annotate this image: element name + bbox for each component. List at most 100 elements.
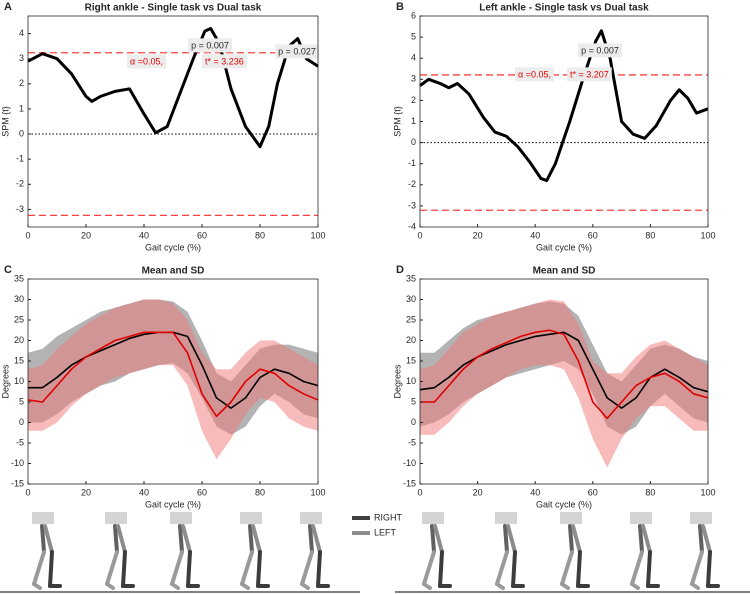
x-axis-label: Gait cycle (%): [536, 499, 592, 509]
y-tick-label: -2: [16, 179, 24, 189]
y-tick-label: 15: [14, 355, 24, 365]
y-tick-label: 0: [411, 417, 416, 427]
x-axis-label: Gait cycle (%): [145, 499, 201, 509]
y-tick-label: -1: [16, 154, 24, 164]
y-tick-label: 15: [406, 355, 416, 365]
x-tick-label: 20: [81, 230, 91, 240]
annotation: α =0.05,: [518, 69, 551, 79]
sd-band: [420, 299, 708, 468]
x-tick-label: 0: [25, 487, 30, 497]
y-tick-label: 0: [411, 137, 416, 147]
x-tick-label: 80: [645, 230, 655, 240]
y-tick-label: -15: [403, 478, 416, 488]
y-tick-label: 20: [406, 335, 416, 345]
x-tick-label: 40: [530, 487, 540, 497]
y-tick-label: 2: [411, 95, 416, 105]
y-tick-label: 35: [14, 273, 24, 283]
y-tick-label: 3: [19, 53, 24, 63]
y-tick-label: -15: [11, 478, 24, 488]
x-tick-label: 100: [310, 487, 325, 497]
y-tick-label: 25: [406, 314, 416, 324]
annotation-box: [578, 43, 622, 58]
annotation: p = 0.007: [191, 40, 229, 50]
axes-frame: [27, 15, 319, 228]
y-tick-label: -10: [403, 458, 416, 468]
annotation: α =0.05,: [130, 56, 163, 66]
annotation-box: [275, 44, 319, 59]
y-axis-label: Degrees: [392, 364, 402, 399]
mean-line: [420, 329, 709, 420]
x-tick-label: 100: [310, 230, 325, 240]
axes-frame: [419, 15, 709, 228]
y-tick-label: 0: [19, 128, 24, 138]
y-tick-label: 10: [406, 376, 416, 386]
y-axis-label: SPM {t}: [392, 106, 402, 137]
x-tick-label: 20: [473, 487, 483, 497]
y-tick-label: 30: [14, 294, 24, 304]
panel-letter: B: [396, 1, 404, 13]
gait-illustration: RIGHT LEFT: [0, 510, 750, 593]
y-axis-label: SPM {t}: [0, 106, 10, 137]
x-tick-label: 40: [139, 487, 149, 497]
spm-curve: [419, 29, 709, 183]
y-tick-label: -5: [16, 437, 24, 447]
mean-line: [27, 331, 319, 418]
annotation: p = 0.007: [581, 45, 619, 55]
chart-title: Left ankle - Single task vs Dual task: [479, 3, 649, 14]
annotation-box: [567, 67, 612, 82]
panel-letter: C: [4, 264, 12, 276]
plot-area: [27, 279, 319, 484]
y-tick-label: -1: [408, 158, 416, 168]
y-tick-label: -3: [16, 204, 24, 214]
annotation-box: [202, 54, 247, 69]
annotation: t* = 3.207: [570, 69, 609, 79]
axes-frame: [419, 278, 709, 485]
x-tick-label: 20: [81, 487, 91, 497]
y-tick-label: -4: [408, 221, 416, 231]
annotation: p = 0.027: [278, 46, 316, 56]
y-tick-label: 0: [19, 417, 24, 427]
plot-frame: [420, 16, 708, 227]
annotation: t* = 3.236: [205, 56, 244, 66]
y-tick-label: 35: [406, 273, 416, 283]
chart-title: Mean and SD: [142, 266, 205, 277]
x-tick-label: 80: [645, 487, 655, 497]
x-tick-label: 100: [700, 487, 715, 497]
legend-label: RIGHT: [374, 512, 403, 522]
mean-line: [419, 331, 709, 409]
x-tick-label: 20: [473, 230, 483, 240]
panel: A Right ankle - Single task vs Dual task G…: [0, 1, 325, 252]
y-tick-label: 10: [14, 376, 24, 386]
annotation-box: [515, 67, 554, 82]
y-tick-label: 4: [19, 28, 24, 38]
x-tick-label: 60: [588, 487, 598, 497]
y-tick-label: 1: [411, 116, 416, 126]
y-tick-label: 1: [19, 103, 24, 113]
plot-area: [27, 16, 319, 227]
annotation-box: [127, 54, 166, 69]
y-tick-label: 20: [14, 335, 24, 345]
x-tick-label: 40: [530, 230, 540, 240]
x-axis-label: Gait cycle (%): [145, 242, 201, 252]
x-tick-label: 0: [417, 230, 422, 240]
panel: C Mean and SD Gait cycle (%) Degrees 0 20 40 60…: [0, 264, 325, 509]
y-axis-label: Degrees: [0, 364, 10, 399]
plot-area: [419, 16, 709, 227]
plot-frame: [28, 16, 318, 227]
axes-frame: [27, 278, 319, 485]
y-tick-label: -3: [408, 200, 416, 210]
plot-area: [419, 279, 709, 484]
x-tick-label: 80: [255, 487, 265, 497]
x-tick-label: 0: [417, 487, 422, 497]
x-tick-label: 0: [25, 230, 30, 240]
y-tick-label: 25: [14, 314, 24, 324]
x-tick-label: 80: [255, 230, 265, 240]
y-tick-label: 6: [411, 10, 416, 20]
panel-letter: A: [4, 1, 12, 13]
x-axis-label: Gait cycle (%): [536, 242, 592, 252]
spm-curve: [27, 27, 319, 149]
y-tick-label: 3: [411, 74, 416, 84]
y-tick-label: -5: [408, 437, 416, 447]
y-tick-label: 30: [406, 294, 416, 304]
chart-title: Mean and SD: [533, 266, 596, 277]
